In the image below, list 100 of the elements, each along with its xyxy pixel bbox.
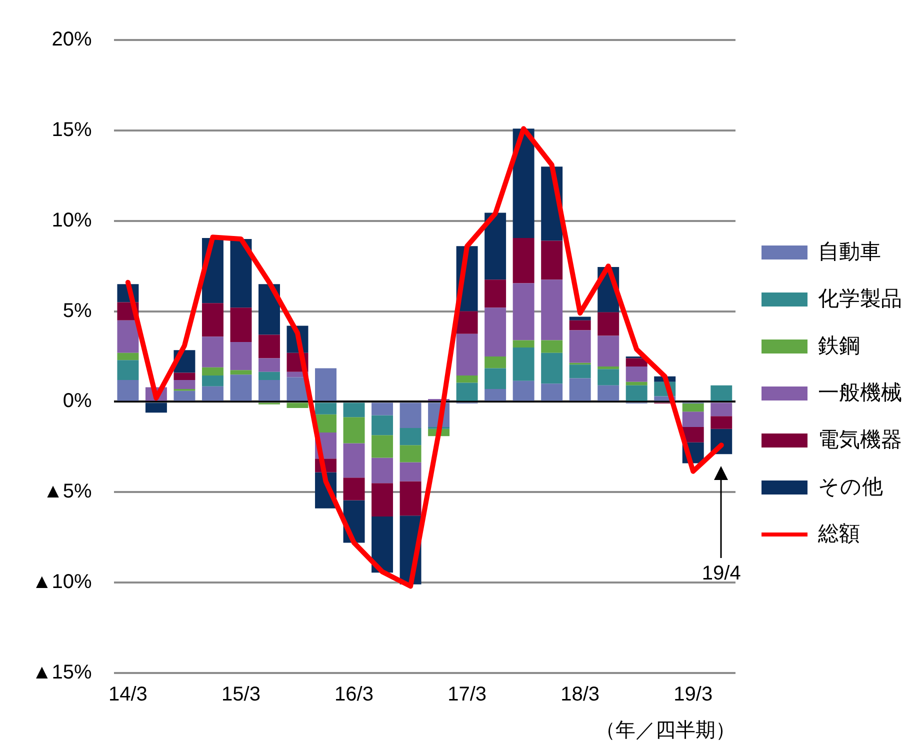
legend-label: 一般機械 <box>818 381 902 404</box>
legend-label: 自動車 <box>818 240 881 264</box>
bar <box>598 369 620 386</box>
bar <box>258 358 280 372</box>
bar <box>484 212 506 280</box>
x-tick-label: 17/3 <box>448 684 487 706</box>
bar <box>372 415 394 436</box>
bar <box>541 352 563 384</box>
x-tick-label: 19/3 <box>674 684 713 706</box>
bar <box>710 402 732 416</box>
bar <box>598 312 620 336</box>
bar <box>343 417 365 444</box>
bar <box>541 240 563 280</box>
legend-label: その他 <box>818 475 883 498</box>
bar <box>230 308 252 342</box>
bar <box>286 402 308 408</box>
bar <box>710 385 732 401</box>
bar <box>456 375 478 383</box>
bar <box>484 356 506 368</box>
y-tick-label: 15% <box>52 118 92 141</box>
bar <box>512 347 534 381</box>
bar <box>512 238 534 284</box>
bar <box>400 445 422 462</box>
bar <box>174 390 196 401</box>
annotation: 19/4 <box>702 562 741 585</box>
bar <box>626 385 648 401</box>
bar <box>682 404 704 412</box>
bar <box>372 483 394 517</box>
bar <box>569 330 591 363</box>
bar <box>315 368 336 401</box>
bar <box>598 366 620 370</box>
bar <box>230 342 252 370</box>
bar <box>315 402 336 414</box>
bar <box>202 367 224 376</box>
bar <box>117 320 139 353</box>
bar <box>626 366 648 382</box>
bar <box>202 375 224 386</box>
x-tick-label: 16/3 <box>334 684 374 706</box>
bar <box>512 380 534 401</box>
bar <box>117 380 139 401</box>
bar <box>230 370 252 375</box>
bar <box>230 374 252 401</box>
bar <box>512 283 534 340</box>
y-tick-label: 5% <box>62 300 92 322</box>
y-tick-label: ▲10% <box>32 571 92 594</box>
bar <box>343 478 365 500</box>
bar <box>512 340 534 348</box>
legend-label: 鉄鋼 <box>818 334 860 358</box>
bar <box>598 336 620 366</box>
bar <box>202 303 224 337</box>
bar <box>569 364 591 378</box>
legend-label: 化学製品 <box>818 287 902 310</box>
x-axis-title: （年／四半期） <box>596 720 736 742</box>
bar <box>400 428 422 446</box>
bar <box>117 352 139 360</box>
bar <box>484 280 506 308</box>
legend-label: 電気機器 <box>818 428 902 452</box>
y-tick-label: ▲5% <box>43 480 92 503</box>
x-tick-label: 14/3 <box>108 684 148 706</box>
bar <box>484 389 506 401</box>
bar <box>230 238 252 308</box>
bar <box>258 284 280 335</box>
y-tick-label: 0% <box>62 390 92 412</box>
bar <box>626 382 648 386</box>
bar <box>569 378 591 401</box>
y-tick-label: 10% <box>52 209 92 232</box>
bar <box>343 443 365 478</box>
bar <box>258 372 280 380</box>
bar <box>258 334 280 358</box>
bar <box>541 340 563 353</box>
bar <box>372 516 394 573</box>
bar <box>174 372 196 380</box>
bar <box>400 481 422 516</box>
bar <box>258 380 280 401</box>
bar <box>484 368 506 390</box>
bar <box>710 416 732 429</box>
bar <box>456 382 478 401</box>
bar <box>400 402 422 428</box>
bar <box>456 311 478 334</box>
bar <box>202 386 224 401</box>
bar <box>372 458 394 484</box>
bar <box>174 380 196 390</box>
legend-label: 総額 <box>817 522 860 546</box>
bar <box>484 308 506 356</box>
x-tick-label: 18/3 <box>560 684 600 706</box>
bar <box>372 435 394 458</box>
x-tick-label: 15/3 <box>222 684 260 706</box>
bar <box>202 336 224 368</box>
bar <box>456 334 478 376</box>
bar <box>626 358 648 366</box>
bar <box>145 402 167 413</box>
bar <box>569 320 591 330</box>
bar <box>372 402 394 416</box>
bar <box>682 412 704 428</box>
bar <box>569 316 591 320</box>
bar <box>343 402 365 418</box>
bar <box>117 360 139 380</box>
y-tick-label: 20% <box>52 28 92 51</box>
bar <box>400 462 422 482</box>
bar <box>541 280 563 340</box>
